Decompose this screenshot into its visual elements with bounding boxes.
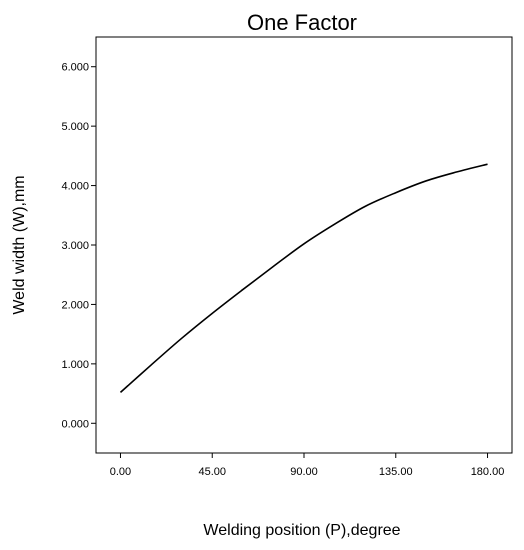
x-axis-label: Welding position (P),degree: [203, 522, 400, 539]
x-axis: 0.00 45.00 90.00 135.00 180.00: [110, 453, 505, 478]
series-layer: [119, 163, 488, 393]
y-tick-label: 0.000: [61, 418, 89, 430]
y-tick-label: 4.000: [61, 181, 89, 193]
y-tick-label: 1.000: [61, 359, 89, 371]
x-tick-label: 180.00: [471, 466, 505, 478]
y-tick-label: 6.000: [61, 62, 89, 74]
chart-title: One Factor: [247, 10, 357, 35]
y-tick-label: 5.000: [61, 121, 89, 133]
x-tick-label: 45.00: [198, 466, 226, 478]
plot-frame: [95, 36, 513, 454]
y-tick-label: 2.000: [61, 299, 89, 311]
y-axis: 0.000 1.000 2.000 3.000 4.000 5.000 6.000: [61, 62, 96, 430]
x-tick-label: 0.00: [110, 466, 131, 478]
y-tick-label: 3.000: [61, 240, 89, 252]
x-tick-label: 135.00: [379, 466, 413, 478]
y-axis-label: Weld width (W),mm: [11, 175, 28, 314]
x-tick-label: 90.00: [290, 466, 318, 478]
series-line-0: [119, 163, 488, 393]
